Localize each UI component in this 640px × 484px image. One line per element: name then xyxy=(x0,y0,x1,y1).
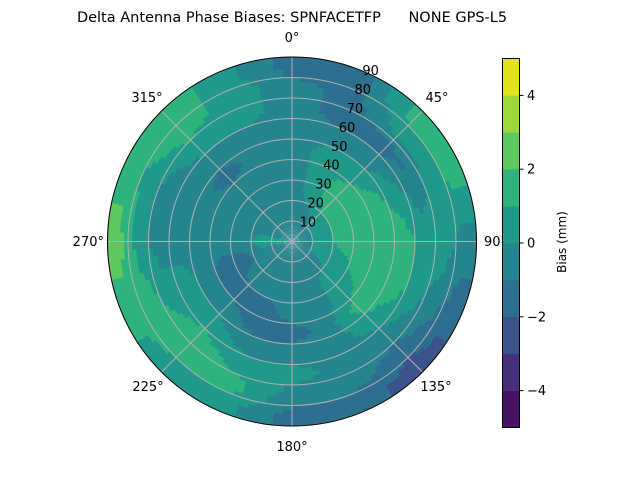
polar-plot: 0° 45° 90° 135° 180° 225° 270° 315° 1020… xyxy=(73,31,507,455)
chart-title: Delta Antenna Phase Biases: SPNFACETFP N… xyxy=(77,10,507,26)
